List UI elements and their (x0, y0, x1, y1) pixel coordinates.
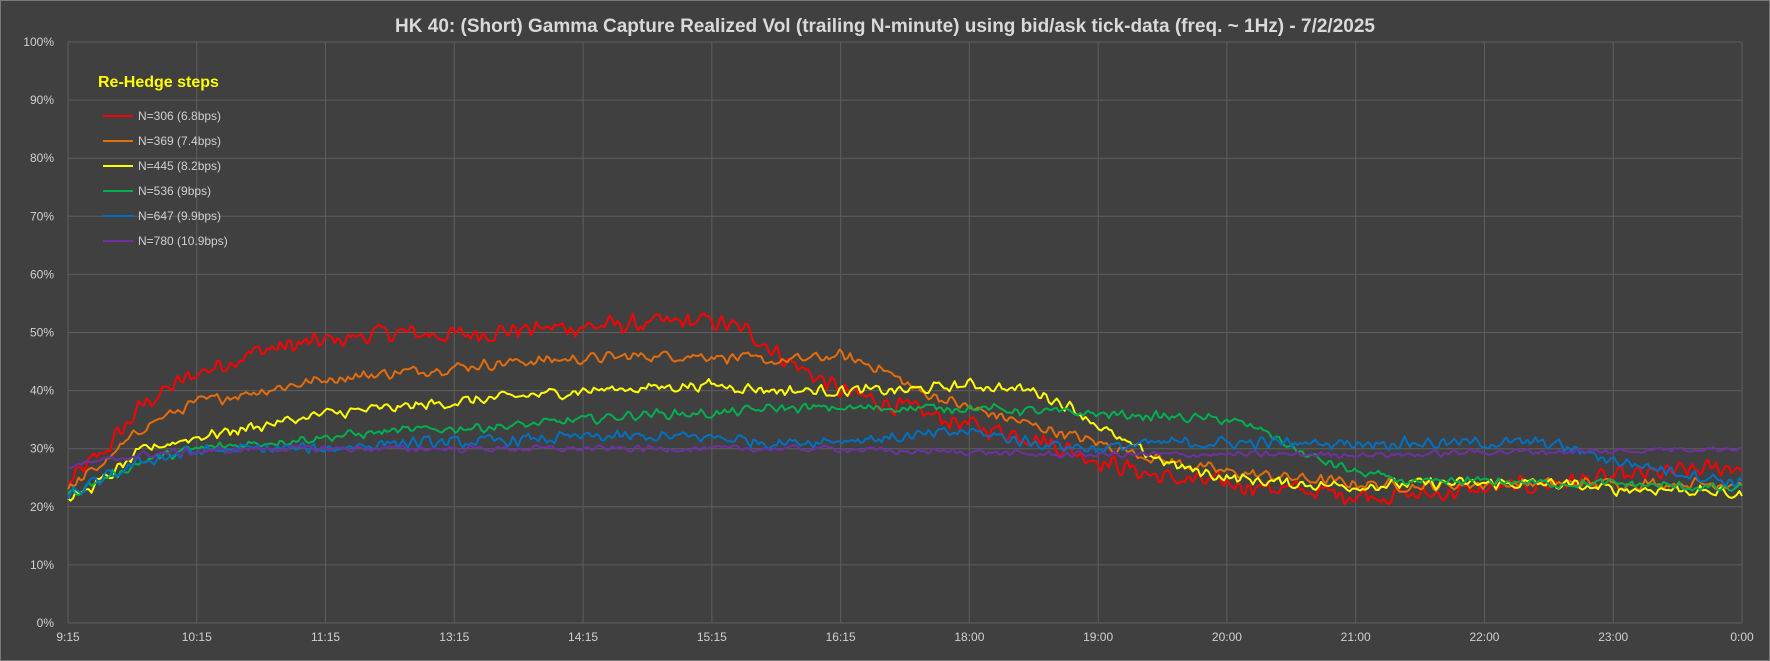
x-tick-label: 14:15 (568, 630, 598, 644)
series-line (67, 402, 1743, 496)
x-tick-label: 20:00 (1212, 630, 1242, 644)
y-tick-label: 20% (30, 500, 54, 514)
legend: Re-Hedge steps N=306 (6.8bps) N=369 (7.4b… (98, 74, 228, 248)
x-tick-label: 22:00 (1469, 630, 1499, 644)
x-tick-label: 19:00 (1083, 630, 1113, 644)
legend-label: N=780 (10.9bps) (138, 234, 228, 248)
x-tick-label: 23:00 (1598, 630, 1628, 644)
legend-label: N=445 (8.2bps) (138, 159, 221, 173)
legend-title: Re-Hedge steps (98, 74, 219, 91)
y-tick-label: 40% (30, 384, 54, 398)
legend-label: N=369 (7.4bps) (138, 134, 221, 148)
grid-layer (67, 41, 1743, 624)
y-tick-label: 50% (30, 326, 54, 340)
x-tick-label: 13:15 (439, 630, 469, 644)
series-line (67, 443, 1743, 470)
y-tick-label: 90% (30, 93, 54, 107)
axis-layer: 0% 10% 20% 30% 40% 50% 60% 70% 80% 90% 100% 9:15 10:… (23, 35, 1754, 644)
series-line (67, 426, 1743, 500)
x-tick-label: 9:15 (56, 630, 80, 644)
y-tick-label: 60% (30, 267, 54, 281)
y-tick-label: 30% (30, 442, 54, 456)
y-tick-label: 70% (30, 209, 54, 223)
chart-title: HK 40: (Short) Gamma Capture Realized Vo… (395, 16, 1375, 37)
legend-label: N=306 (6.8bps) (138, 109, 221, 123)
series-layer (67, 312, 1743, 506)
x-tick-label: 21:00 (1341, 630, 1371, 644)
series-line (67, 348, 1743, 493)
y-tick-label: 80% (30, 151, 54, 165)
x-tick-label: 18:00 (954, 630, 984, 644)
x-tick-label: 10:15 (182, 630, 212, 644)
y-tick-label: 0% (37, 616, 55, 630)
legend-label: N=536 (9bps) (138, 184, 211, 198)
y-tick-label: 10% (30, 558, 54, 572)
series-line (67, 377, 1743, 502)
x-tick-label: 16:15 (826, 630, 856, 644)
y-tick-label: 100% (23, 35, 54, 49)
legend-label: N=647 (9.9bps) (138, 209, 221, 223)
x-tick-label: 0:00 (1730, 630, 1754, 644)
x-tick-label: 15:15 (697, 630, 727, 644)
x-tick-label: 11:15 (311, 630, 340, 644)
